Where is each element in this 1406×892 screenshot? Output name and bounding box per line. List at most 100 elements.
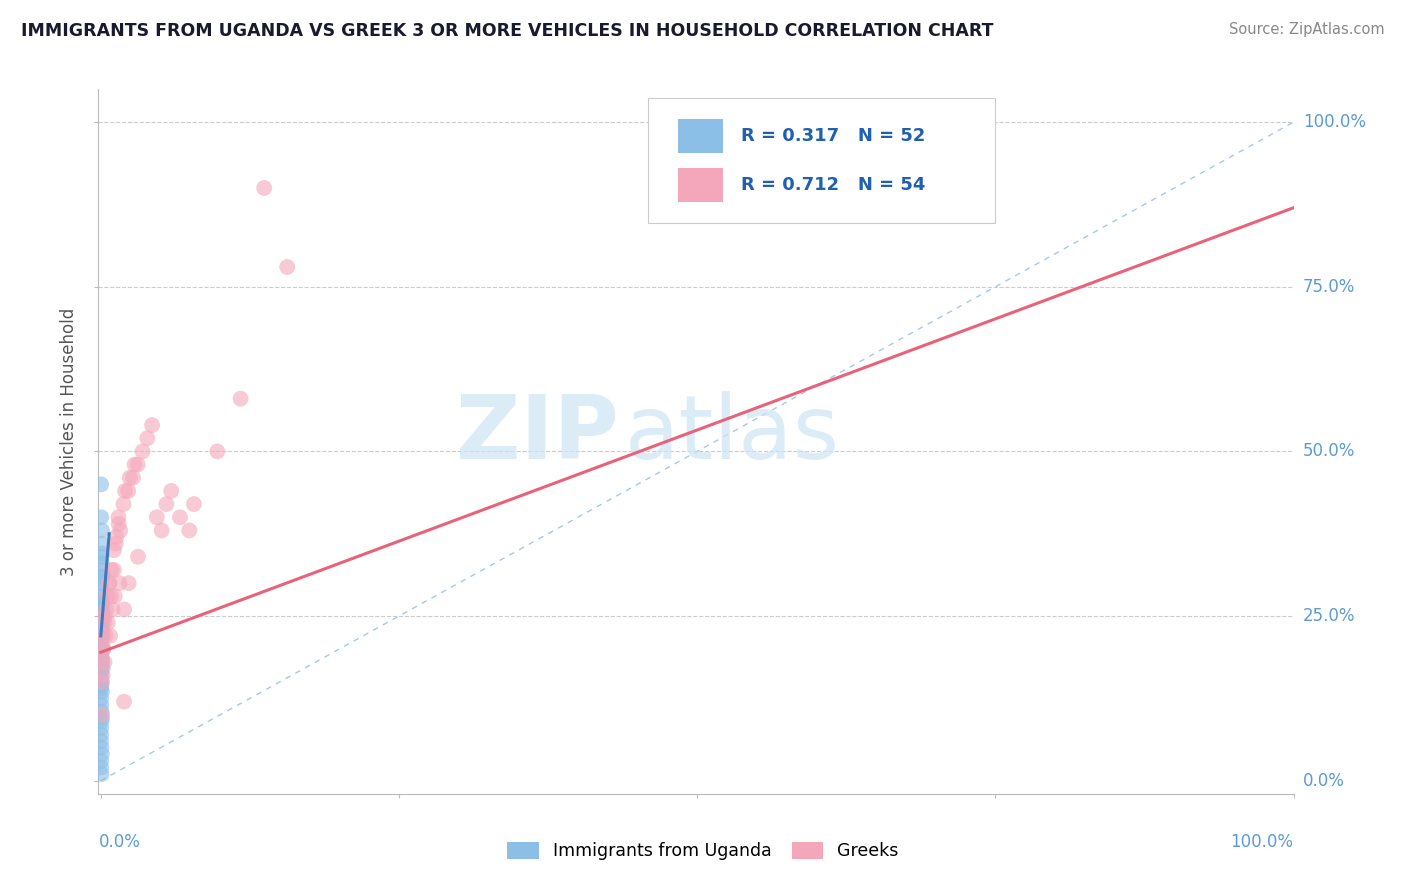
Point <box>276 260 298 274</box>
Point <box>179 524 201 538</box>
Text: R = 0.712   N = 54: R = 0.712 N = 54 <box>741 176 925 194</box>
Text: 50.0%: 50.0% <box>1303 442 1355 460</box>
Legend: Immigrants from Uganda, Greeks: Immigrants from Uganda, Greeks <box>501 835 905 867</box>
Point <box>101 602 124 616</box>
Text: 100.0%: 100.0% <box>1230 832 1294 851</box>
Point <box>105 530 128 544</box>
Point <box>91 662 114 676</box>
Point <box>90 642 112 657</box>
Point <box>90 557 112 571</box>
Point <box>108 576 131 591</box>
Text: atlas: atlas <box>624 391 839 478</box>
Point <box>90 767 112 781</box>
Point <box>90 721 112 735</box>
Point <box>91 582 114 597</box>
Point <box>90 705 112 719</box>
Point <box>91 642 114 657</box>
Point <box>118 576 141 591</box>
Point <box>90 549 112 564</box>
Point <box>117 483 139 498</box>
Point <box>90 590 112 604</box>
Point <box>90 599 112 614</box>
Text: 0.0%: 0.0% <box>1303 772 1346 789</box>
Point <box>118 471 141 485</box>
Point <box>90 665 112 679</box>
Point <box>98 629 121 643</box>
Text: 75.0%: 75.0% <box>1303 277 1355 296</box>
Point <box>124 458 146 472</box>
Point <box>90 536 112 550</box>
Point <box>91 569 114 583</box>
Bar <box>678 119 724 153</box>
Point <box>90 674 112 689</box>
Point <box>90 563 112 577</box>
Point <box>91 652 114 666</box>
Text: 25.0%: 25.0% <box>1303 607 1355 625</box>
Point <box>90 615 112 630</box>
Point <box>90 510 112 524</box>
Point <box>90 576 112 591</box>
Point <box>91 655 114 669</box>
Point <box>160 483 183 498</box>
Point <box>110 524 132 538</box>
Point <box>98 576 121 591</box>
Point <box>91 596 114 610</box>
Point <box>207 444 229 458</box>
Point <box>93 655 115 669</box>
Point <box>90 728 112 742</box>
Point <box>90 547 112 561</box>
Point <box>94 629 117 643</box>
Point <box>90 632 112 646</box>
Point <box>183 497 205 511</box>
Point <box>90 612 112 626</box>
Point <box>90 714 112 729</box>
Point <box>90 760 112 774</box>
Point <box>93 642 115 657</box>
Point <box>103 543 125 558</box>
Point <box>90 698 112 712</box>
Point <box>90 681 112 696</box>
Text: 0.0%: 0.0% <box>98 832 141 851</box>
Point <box>90 596 112 610</box>
Point <box>114 483 136 498</box>
Point <box>146 510 169 524</box>
Point <box>107 510 129 524</box>
Point <box>96 590 118 604</box>
Point <box>91 668 114 682</box>
Point <box>90 672 112 686</box>
Point <box>122 471 145 485</box>
Point <box>91 609 114 624</box>
Point <box>90 524 112 538</box>
Point <box>90 740 112 755</box>
Point <box>98 576 121 591</box>
Text: R = 0.317   N = 52: R = 0.317 N = 52 <box>741 127 925 145</box>
Point <box>127 549 149 564</box>
Point <box>104 536 127 550</box>
Point <box>94 609 117 624</box>
Point <box>155 497 177 511</box>
Point <box>136 431 159 445</box>
Point <box>127 458 149 472</box>
Point <box>90 658 112 673</box>
Text: 100.0%: 100.0% <box>1303 113 1367 131</box>
Point <box>90 639 112 653</box>
Point <box>90 622 112 636</box>
Point <box>90 754 112 768</box>
Point <box>131 444 153 458</box>
FancyBboxPatch shape <box>648 97 995 223</box>
Point <box>90 606 112 620</box>
Point <box>90 678 112 692</box>
Y-axis label: 3 or more Vehicles in Household: 3 or more Vehicles in Household <box>60 308 79 575</box>
Point <box>90 629 112 643</box>
Point <box>90 477 112 491</box>
Point <box>90 619 112 633</box>
Point <box>90 747 112 762</box>
Point <box>90 674 112 689</box>
Point <box>91 569 114 583</box>
Point <box>96 602 118 616</box>
Text: ZIP: ZIP <box>456 391 619 478</box>
Point <box>91 707 114 722</box>
Point <box>112 602 135 616</box>
Bar <box>678 168 724 202</box>
Point <box>229 392 252 406</box>
